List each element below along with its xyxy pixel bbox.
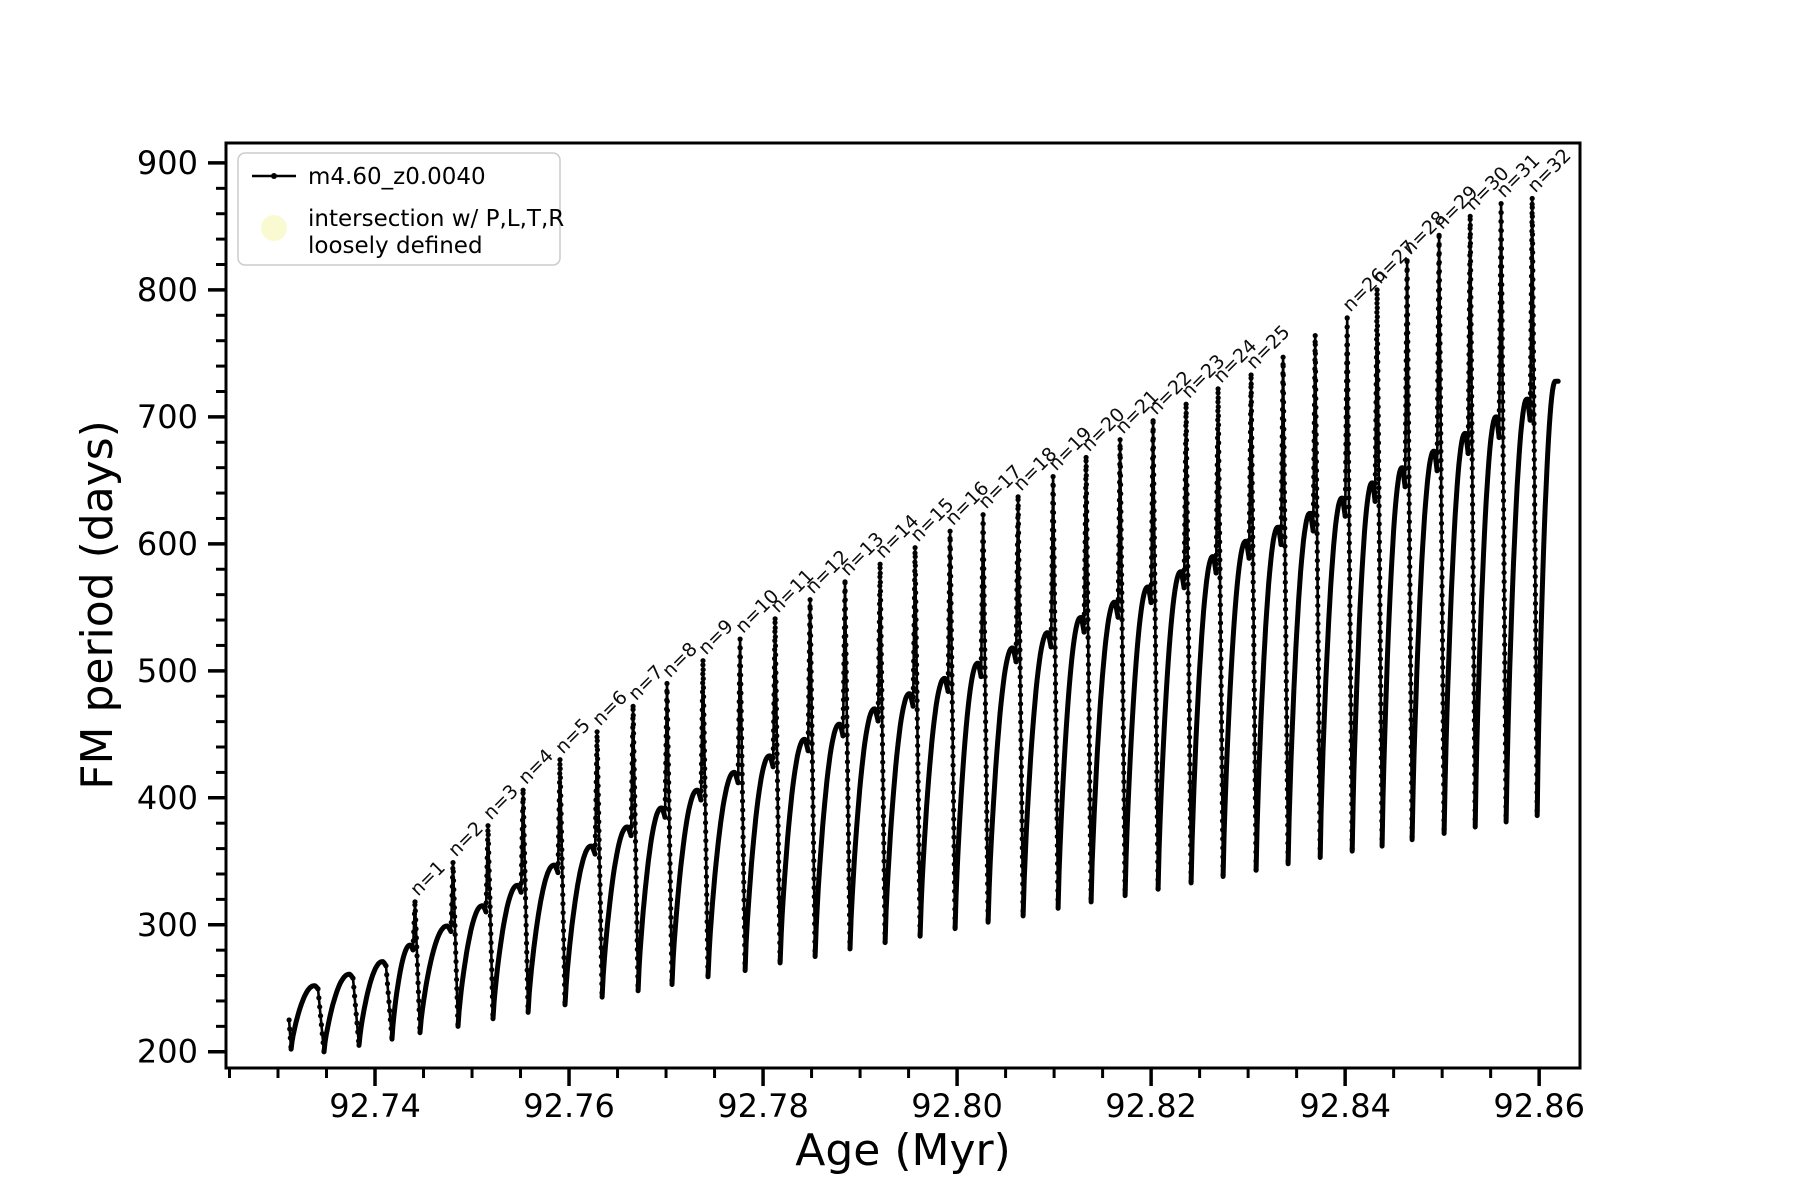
legend-box [237,152,561,266]
series-markers [286,195,1540,1055]
y-tick-label: 300 [137,906,198,944]
x-tick-label: 92.80 [911,1087,1003,1125]
x-axis-label: Age (Myr) [795,1125,1011,1176]
y-tick-label: 700 [137,398,198,436]
axis-ticks: 92.74 92.76 92.78 92.80 92.82 92.84 92.86 900 80… [137,144,1585,1125]
x-tick-label: 92.76 [523,1087,615,1125]
y-tick-label: 800 [137,271,198,309]
series-curve [286,195,1561,1055]
y-tick-label: 500 [137,652,198,690]
legend-line-dot-marker [271,173,277,179]
x-tick-label: 92.84 [1299,1087,1391,1125]
y-tick-label: 400 [137,779,198,817]
y-tick-label: 900 [137,144,198,182]
x-tick-label: 92.82 [1105,1087,1197,1125]
legend: m4.60_z0.0040 intersection w/ P,L,T,R lo… [237,152,564,266]
x-tick-label: 92.78 [717,1087,809,1125]
y-axis-label: FM period (days) [72,420,123,790]
x-tick-label: 92.74 [329,1087,421,1125]
legend-series-label: m4.60_z0.0040 [308,164,486,190]
series-line [288,378,1561,1055]
y-tick-label: 200 [137,1033,198,1071]
legend-intersection-label-line2: loosely defined [308,233,483,259]
x-tick-label: 92.86 [1493,1087,1585,1125]
plot-frame [224,141,1582,1070]
legend-intersection-dot-marker [261,215,287,241]
y-tick-label: 600 [137,525,198,563]
legend-intersection-label-line1: intersection w/ P,L,T,R [308,206,564,232]
